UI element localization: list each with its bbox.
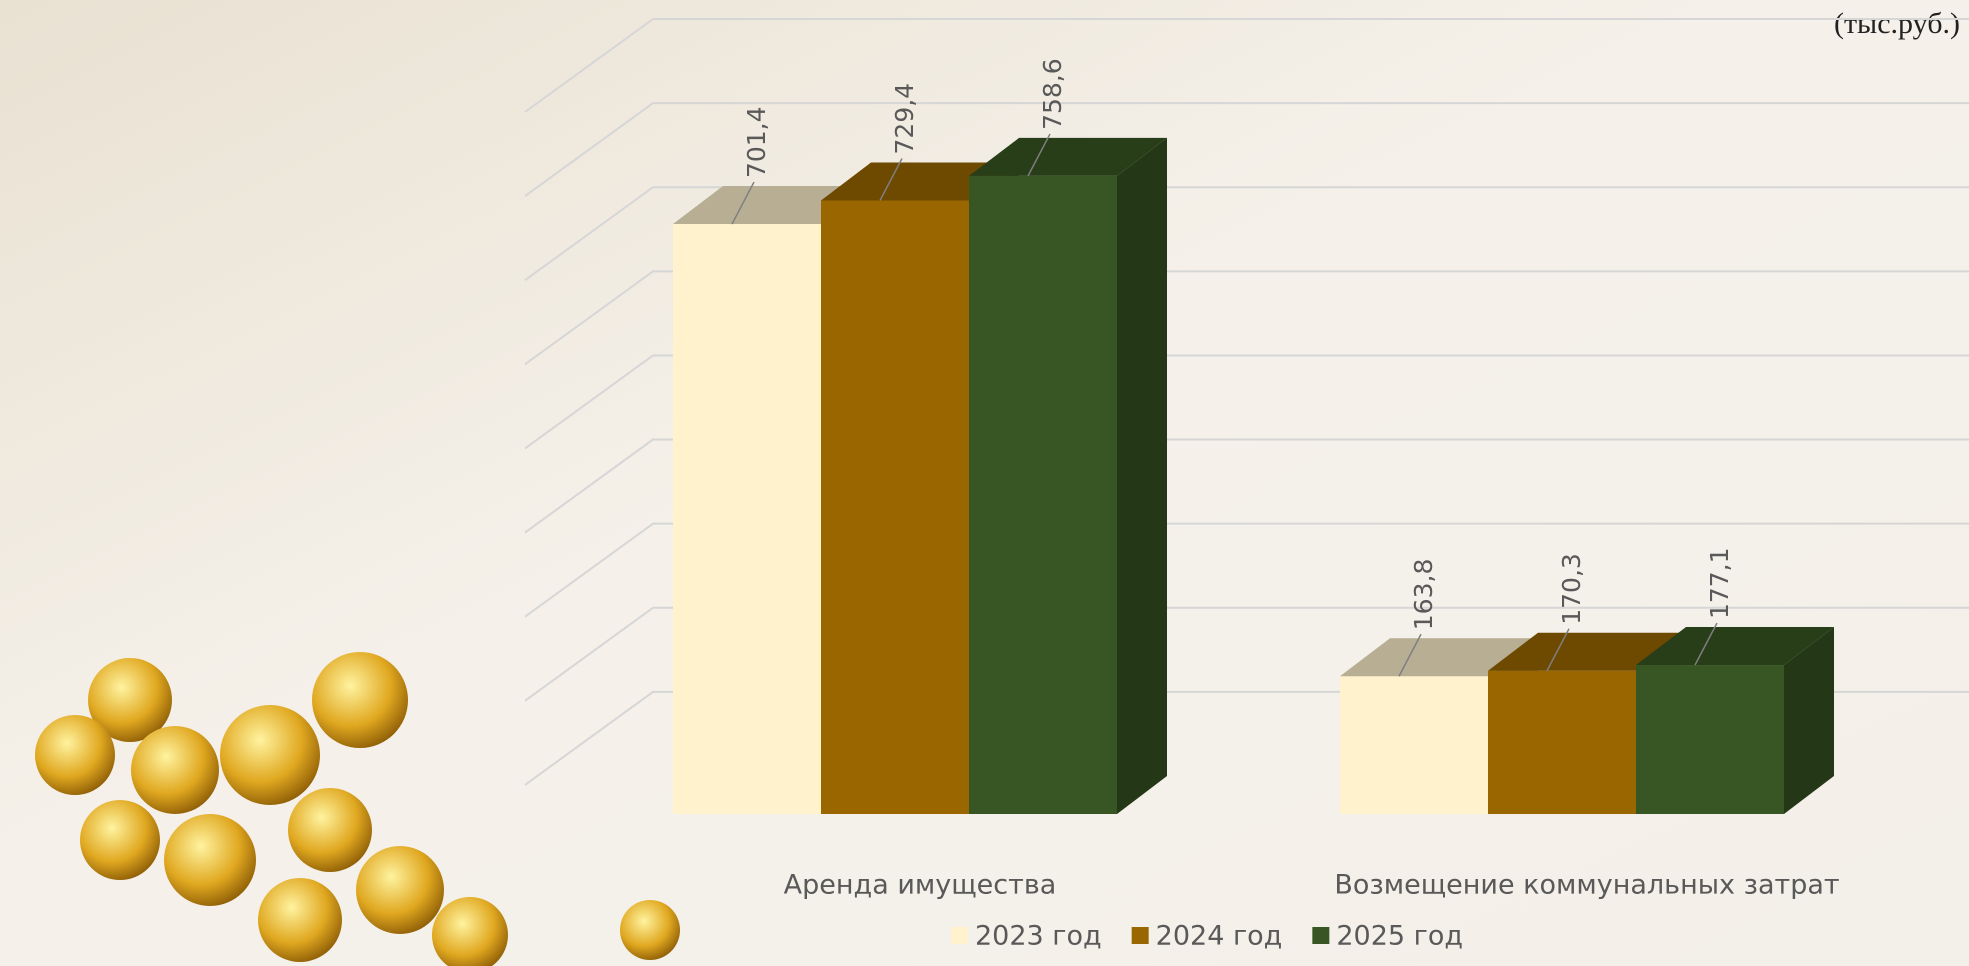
legend-label: 2024 год: [1156, 921, 1283, 952]
legend-swatch: [1312, 927, 1330, 944]
x-tick-label: Возмещение коммунальных затрат: [1334, 870, 1839, 901]
bar: [1340, 676, 1488, 814]
grid-line: [524, 606, 1969, 702]
bar-side: [1117, 137, 1167, 814]
legend-swatch: [1131, 927, 1149, 944]
value-label: 163,8: [1409, 559, 1438, 631]
bar-top: [1636, 627, 1834, 666]
grid-line: [524, 354, 1969, 450]
leader-line: [731, 181, 755, 225]
legend-label: 2025 год: [1336, 921, 1463, 952]
grid-line: [524, 18, 1969, 113]
value-label: 729,4: [890, 83, 919, 155]
coins-decoration: [35, 652, 680, 966]
grid-line: [524, 438, 1969, 534]
bar: [673, 224, 821, 814]
leader-line: [1398, 633, 1422, 677]
bar-top: [1488, 632, 1686, 671]
leader-line: [879, 158, 903, 201]
bar: [1636, 665, 1784, 814]
unit-label: (тыс.руб.): [1834, 7, 1960, 40]
grid-line: [524, 186, 1969, 282]
grid-line: [524, 522, 1969, 618]
grid-line: [524, 102, 1969, 197]
bar-side: [1784, 627, 1834, 814]
x-tick-label: Аренда имущества: [784, 870, 1057, 901]
leader-line: [1694, 622, 1718, 666]
legend-swatch: [951, 927, 968, 944]
bar: [1488, 670, 1636, 814]
value-label: 701,4: [742, 106, 771, 178]
bar-top: [969, 137, 1167, 176]
grid-line: [524, 270, 1969, 366]
value-label: 758,6: [1038, 58, 1067, 130]
bar: [969, 175, 1117, 814]
bar-top: [1340, 638, 1538, 677]
legend-label: 2023 год: [975, 921, 1102, 952]
value-label: 177,1: [1705, 547, 1734, 619]
value-label: 170,3: [1557, 553, 1586, 625]
bar: [821, 200, 969, 815]
leader-line: [1027, 133, 1051, 177]
leader-line: [1546, 628, 1570, 672]
